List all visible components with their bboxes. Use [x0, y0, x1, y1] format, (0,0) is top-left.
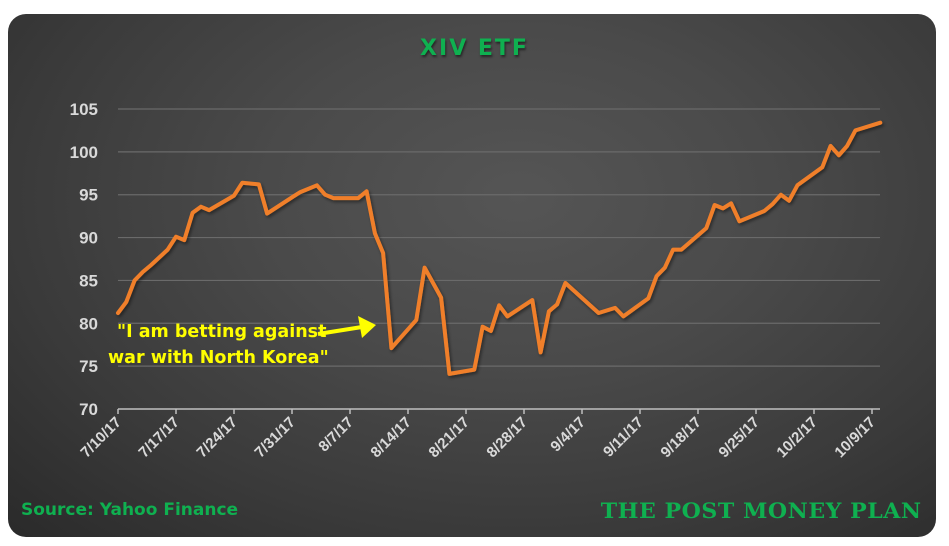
gridlines: [118, 108, 880, 367]
y-tick-label: 80: [79, 314, 98, 333]
y-axis: 70 75 80 85 90 95 100 105: [70, 100, 98, 419]
brand-logo-text: THE POST MONEY PLAN: [601, 498, 922, 523]
annotation-arrow: [317, 316, 376, 338]
chart-title: XIV ETF: [420, 36, 529, 61]
x-tick-label: 9/4/17: [547, 414, 589, 456]
y-tick-label: 90: [79, 229, 98, 248]
x-tick-label: 10/2/17: [773, 414, 820, 461]
y-tick-label: 105: [70, 100, 98, 119]
chart-card: [8, 14, 936, 537]
x-tick-label: 8/14/17: [367, 414, 414, 461]
x-tick-label: 10/9/17: [831, 414, 878, 461]
x-tick-label: 8/21/17: [425, 414, 472, 461]
x-tick-label: 9/25/17: [715, 414, 762, 461]
x-tick-label: 7/31/17: [251, 414, 298, 461]
source-label: Source: Yahoo Finance: [21, 500, 239, 520]
y-tick-label: 75: [79, 357, 98, 376]
xiv-price-line: [116, 120, 883, 376]
arrow-head-icon: [358, 316, 376, 338]
y-tick-label: 95: [79, 186, 98, 205]
y-tick-label: 85: [79, 271, 98, 290]
x-tick-label: 7/24/17: [193, 414, 240, 461]
x-tick-label: 8/28/17: [483, 414, 530, 461]
annotation-line-1: "I am betting against: [117, 322, 327, 342]
x-tick-label: 8/7/17: [315, 414, 357, 456]
annotation-line-2: war with North Korea": [108, 348, 329, 368]
x-tick-label: 9/18/17: [657, 414, 704, 461]
y-tick-label: 70: [79, 400, 98, 419]
x-tick-label: 7/10/17: [77, 414, 124, 461]
x-axis: 7/10/17 7/17/17 7/24/17 7/31/17 8/7/17 8/14/1…: [77, 408, 880, 461]
x-tick-label: 7/17/17: [135, 414, 182, 461]
x-tick-label: 9/11/17: [600, 414, 647, 461]
y-tick-label: 100: [70, 143, 98, 162]
